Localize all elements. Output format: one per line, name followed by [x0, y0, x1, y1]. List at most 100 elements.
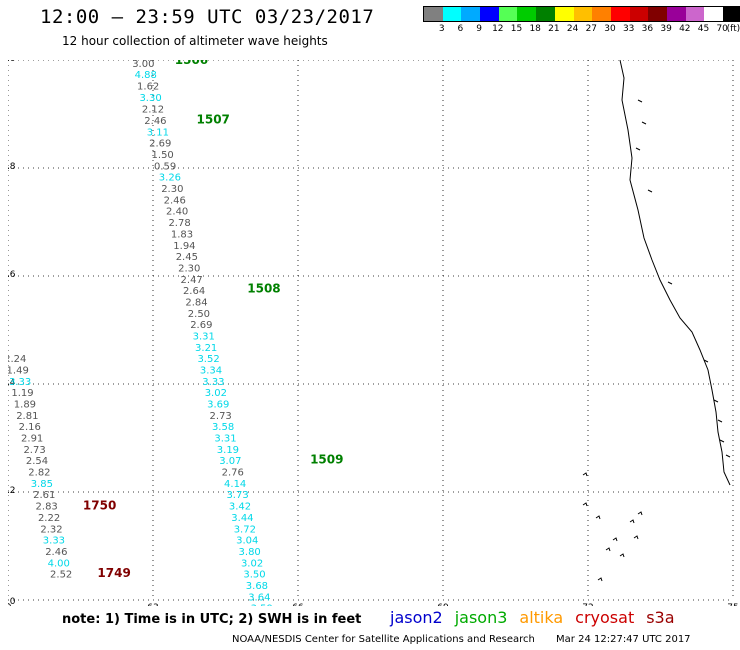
coastline-detail: [725, 454, 731, 458]
swh-value: 2.12: [142, 105, 164, 116]
swh-value: 2.78: [168, 218, 190, 229]
pass-id-label: 1506: [175, 60, 208, 67]
swh-value: 2.69: [149, 139, 171, 150]
coastline-detail: [713, 399, 719, 403]
swh-value: 3.80: [239, 547, 261, 558]
y-tick-label: 18: [8, 162, 16, 172]
swh-value: 4.14: [224, 479, 246, 490]
swh-value: 3.68: [246, 581, 268, 592]
legend-swatch: [610, 7, 630, 21]
legend-swatch: [573, 7, 593, 21]
swh-value: 3.19: [217, 445, 239, 456]
island-shape: [595, 515, 601, 520]
swh-value: 2.76: [222, 468, 244, 479]
island-shape: [597, 577, 603, 582]
swh-value: 2.91: [21, 434, 43, 445]
swh-value: 1.50: [152, 150, 174, 161]
island-shape: [612, 537, 618, 542]
swh-value: 2.64: [183, 286, 205, 297]
wave-height-values: 3.004.881.623.302.122.463.112.691.500.59…: [8, 60, 273, 606]
axis-ticks: 60 63 66 69 72 75 10 12 14 16 18 20: [8, 60, 738, 606]
pass-id-label: 1750: [83, 499, 116, 513]
coastline-detail: [647, 189, 653, 193]
swh-value: 2.82: [28, 468, 50, 479]
swh-value: 3.52: [197, 354, 219, 365]
swh-value: 2.50: [188, 309, 210, 320]
coastline-detail: [637, 99, 643, 103]
color-legend: 3 6 9 12 15 18 21 24 27 30 33 36 39 42 45 70 (ft): [423, 6, 740, 36]
swh-value: 2.84: [185, 297, 207, 308]
swh-value: 2.46: [164, 195, 186, 206]
x-tick-label: 75: [727, 603, 738, 606]
credit-line: NOAA/NESDIS Center for Satellite Applica…: [232, 634, 691, 645]
pass-id-label: 1507: [197, 112, 230, 126]
swh-value: 2.47: [181, 275, 203, 286]
swh-value: 3.85: [31, 479, 53, 490]
legend-label: 15: [510, 24, 523, 34]
swh-value: 1.62: [137, 81, 159, 92]
coastline-detail: [641, 121, 647, 125]
island-shape: [619, 553, 625, 558]
x-tick-label: 72: [582, 603, 593, 606]
swh-value: 2.32: [40, 524, 62, 535]
swh-value: 3.33: [43, 536, 65, 547]
satellite-cryosat: cryosat: [575, 608, 635, 627]
legend-swatch: [424, 7, 443, 21]
legend-label: 27: [585, 24, 598, 34]
y-tick-label: 12: [8, 486, 15, 496]
swh-value: 1.83: [171, 229, 193, 240]
legend-swatch: [498, 7, 518, 21]
pass-id-label: 1749: [97, 566, 130, 580]
legend-swatch: [517, 7, 537, 21]
coastline-detail: [717, 419, 723, 423]
island-shape: [633, 535, 639, 540]
swh-value: 2.24: [8, 354, 26, 365]
page-subtitle: 12 hour collection of altimeter wave hei…: [62, 34, 328, 48]
x-tick-label: 63: [147, 603, 158, 606]
swh-value: 3.00: [132, 60, 154, 70]
legend-swatch: [592, 7, 611, 21]
legend-label: 33: [622, 24, 635, 34]
y-tick-label: 10: [8, 597, 16, 606]
swh-value: 2.81: [16, 411, 38, 422]
swh-value: 3.31: [193, 331, 215, 342]
coastline-detail: [703, 359, 709, 363]
swh-value: 2.46: [45, 547, 67, 558]
satellite-jason3: jason3: [454, 608, 508, 627]
swh-value: 3.59: [251, 604, 273, 606]
swh-value: 3.07: [219, 456, 241, 467]
legend-swatch: [536, 7, 555, 21]
legend-label: 45: [697, 24, 710, 34]
swh-value: 2.83: [36, 502, 58, 513]
legend-swatch: [648, 7, 667, 21]
coastline-detail: [667, 281, 673, 285]
y-tick-label: 16: [8, 270, 16, 280]
credit-text: NOAA/NESDIS Center for Satellite Applica…: [232, 634, 535, 645]
swh-value: 2.69: [190, 320, 212, 331]
swh-value: 1.89: [14, 400, 36, 411]
swh-value: 3.02: [205, 388, 227, 399]
swh-value: 3.02: [241, 558, 263, 569]
swh-value: 3.30: [139, 93, 161, 104]
swh-value: 1.19: [11, 388, 33, 399]
coastline-detail: [635, 147, 641, 151]
swh-value: 2.30: [161, 184, 183, 195]
swh-value: 2.73: [23, 445, 45, 456]
legend-label: 12: [492, 24, 504, 34]
swh-value: 3.04: [236, 536, 258, 547]
legend-label: 24: [566, 24, 579, 34]
legend-label: 21: [548, 24, 560, 34]
swh-value: 2.52: [50, 570, 72, 581]
legend-label: 39: [660, 24, 672, 34]
legend-swatch: [442, 7, 462, 21]
x-tick-label: 69: [437, 603, 449, 606]
swh-value: 2.46: [144, 116, 166, 127]
legend-label: (ft): [726, 24, 740, 34]
swh-value: 1.94: [173, 241, 195, 252]
swh-value: 3.72: [234, 524, 256, 535]
page-title: 12:00 — 23:59 UTC 03/23/2017: [40, 6, 375, 28]
legend-label: 70: [716, 24, 728, 34]
satellite-legend: jason2 jason3 altika cryosat s3a: [390, 608, 687, 627]
legend-label: 30: [604, 24, 616, 34]
legend-label: 42: [679, 24, 691, 34]
